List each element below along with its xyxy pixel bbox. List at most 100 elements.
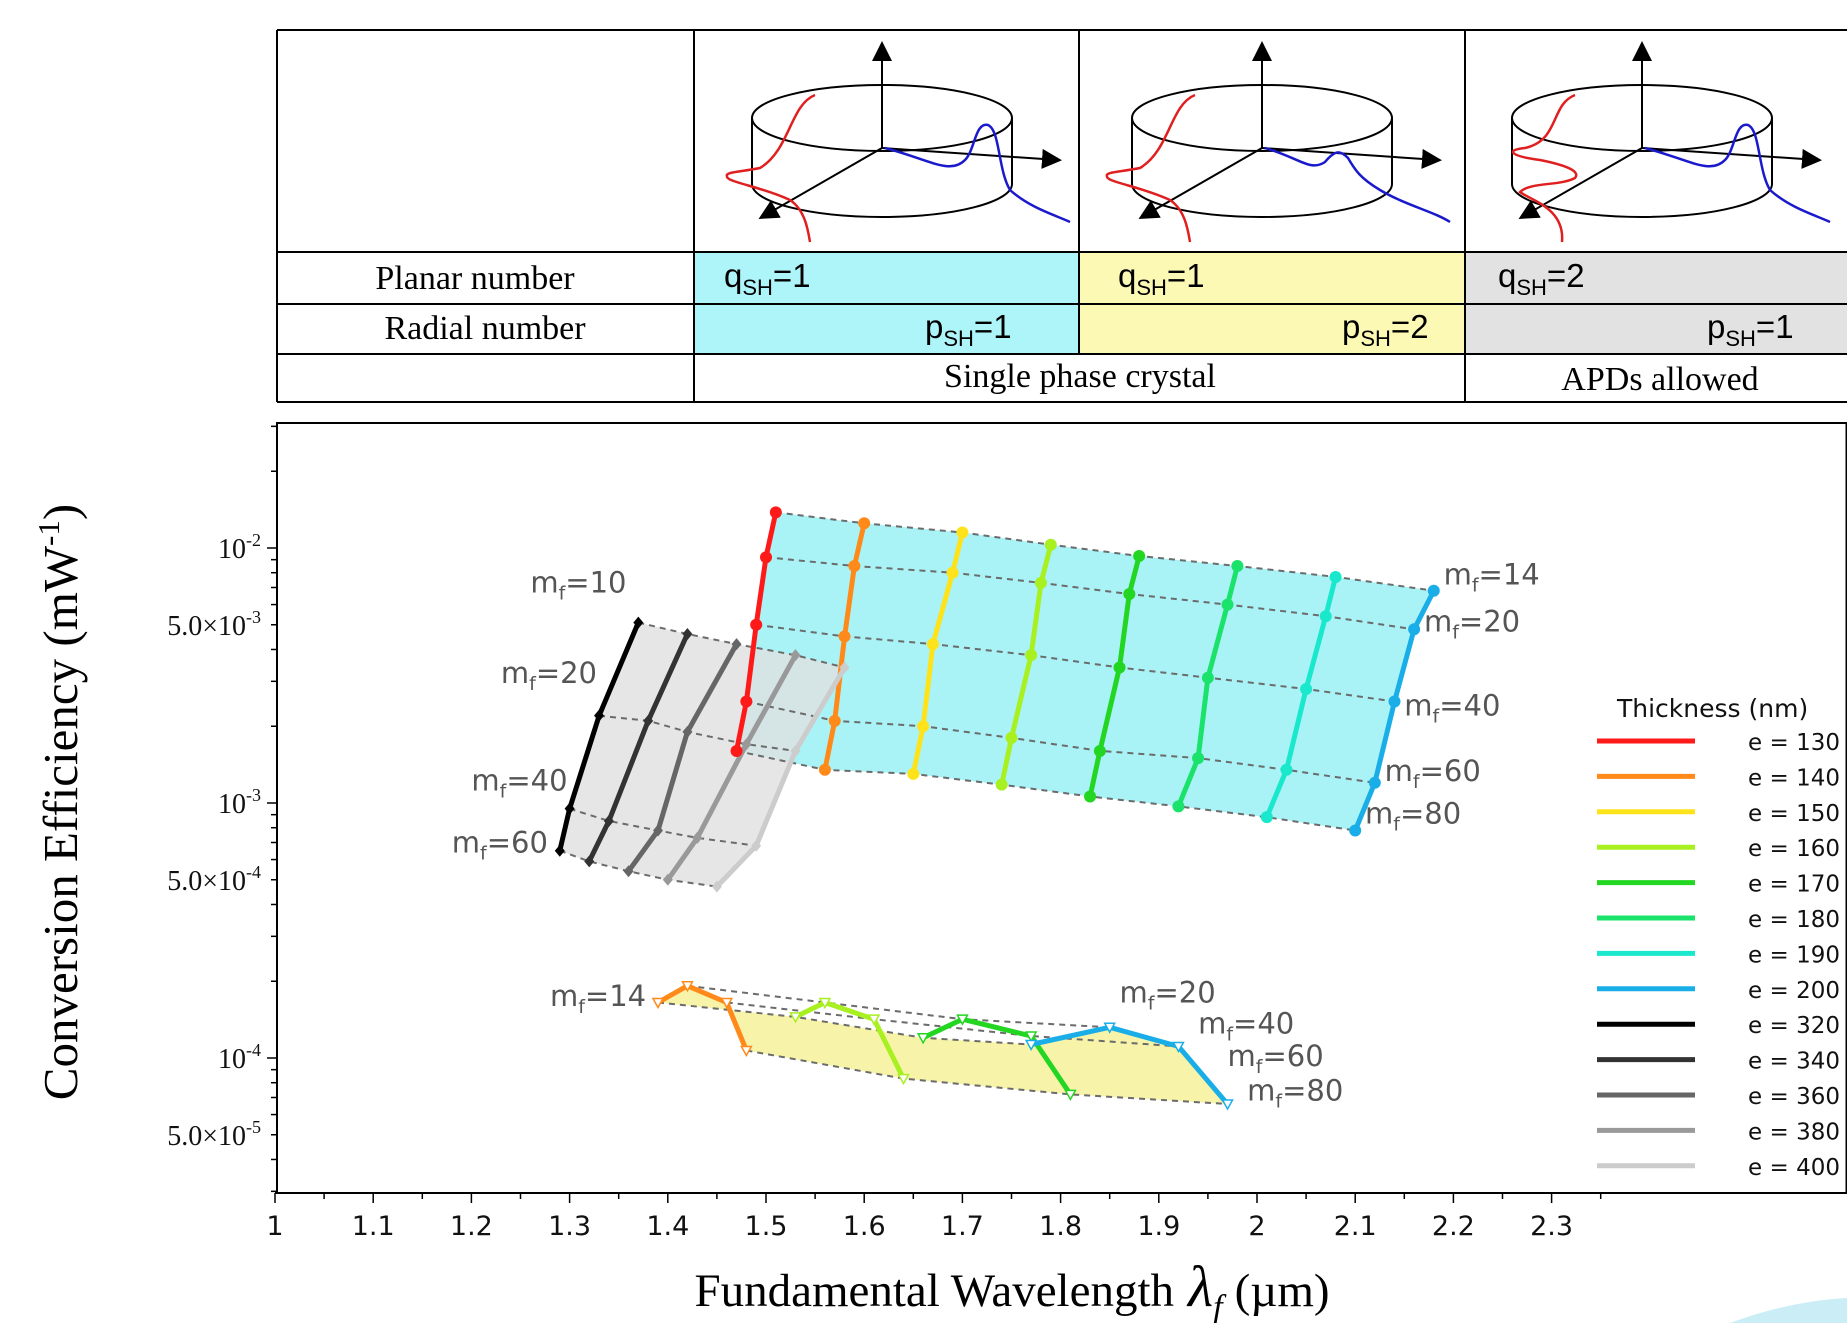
data-point-cyan-4-3 <box>1093 744 1106 757</box>
plot-markers <box>554 506 1440 1111</box>
mode-label-9: mf=14 <box>550 979 646 1018</box>
radial-value-col3: pSH=1 <box>1707 308 1794 351</box>
data-point-gray-0-1 <box>594 709 605 722</box>
data-point-cyan-4-0 <box>1133 550 1146 563</box>
data-point-cyan-6-2 <box>1300 682 1313 695</box>
data-point-cyan-1-0 <box>858 517 871 530</box>
mode-label-4: mf=14 <box>1444 557 1540 596</box>
data-point-cyan-4-2 <box>1113 661 1126 674</box>
data-point-yellow-0-1 <box>681 981 694 993</box>
x-tick-label-3: 1.3 <box>548 1211 591 1242</box>
data-point-cyan-1-2 <box>838 630 851 643</box>
dashed-row-cyan-4 <box>736 749 1356 832</box>
legend-label-1: e = 140 <box>1748 765 1840 791</box>
dashed-row-cyan-0 <box>775 511 1434 592</box>
series-line-yellow-0 <box>655 983 749 1053</box>
x-tick-label-10: 2 <box>1248 1211 1265 1242</box>
legend-label-10: e = 360 <box>1748 1084 1840 1110</box>
x-tick-label-11: 2.1 <box>1334 1211 1377 1242</box>
data-point-gray-2-1 <box>682 725 693 738</box>
legend-label-11: e = 380 <box>1748 1119 1840 1145</box>
data-point-cyan-6-0 <box>1329 570 1342 583</box>
y-tick-label-2: 10-3 <box>218 785 261 820</box>
data-point-cyan-1-3 <box>828 714 841 727</box>
table-grid <box>276 29 1847 403</box>
legend-label-3: e = 160 <box>1748 836 1840 862</box>
data-point-cyan-3-4 <box>995 778 1008 791</box>
legend-label-9: e = 340 <box>1748 1049 1840 1075</box>
data-point-cyan-6-3 <box>1280 763 1293 776</box>
data-point-cyan-7-0 <box>1427 584 1440 597</box>
legend-label-5: e = 180 <box>1748 907 1840 933</box>
data-point-gray-4-3 <box>711 880 722 893</box>
dashed-row-cyan-3 <box>746 700 1375 784</box>
data-point-cyan-0-0 <box>769 506 782 519</box>
region-fill-yellow <box>658 985 1228 1104</box>
data-point-cyan-0-4 <box>730 744 743 757</box>
legend-background <box>1582 686 1844 1186</box>
data-point-yellow-1-0 <box>789 1012 802 1024</box>
data-point-cyan-5-2 <box>1201 671 1214 684</box>
data-point-gray-3-1 <box>741 738 752 751</box>
cell-fill-q-col3 <box>1465 252 1847 304</box>
dashed-row-yellow-0 <box>657 1001 1032 1046</box>
series-line-gray-3 <box>665 652 798 883</box>
data-point-gray-4-2 <box>751 839 762 852</box>
series-line-gray-1 <box>586 631 690 864</box>
x-tick-label-12: 2.2 <box>1432 1211 1475 1242</box>
data-point-cyan-7-4 <box>1349 824 1362 837</box>
legend-label-7: e = 200 <box>1748 978 1840 1004</box>
mode-label-5: mf=20 <box>1424 605 1520 644</box>
data-point-cyan-4-4 <box>1084 790 1097 803</box>
corner-decoration <box>1730 1298 1847 1323</box>
data-point-gray-0-2 <box>564 802 575 815</box>
dashed-row-yellow-1 <box>687 984 1110 1029</box>
mode-label-11: mf=40 <box>1198 1006 1294 1045</box>
data-point-cyan-3-0 <box>1044 538 1057 551</box>
data-point-yellow-2-3 <box>1064 1089 1077 1101</box>
data-point-cyan-4-1 <box>1123 588 1136 601</box>
cell-fill-q-col1 <box>694 252 1079 304</box>
plot-fills <box>559 512 1434 1104</box>
x-tick-label-6: 1.6 <box>843 1211 886 1242</box>
plot-annotations: mf=10mf=20mf=40mf=60mf=14mf=20mf=40mf=60… <box>452 557 1540 1112</box>
data-point-yellow-2-0 <box>916 1033 930 1045</box>
data-point-cyan-2-1 <box>946 566 959 579</box>
legend-label-6: e = 190 <box>1748 942 1840 968</box>
data-point-cyan-7-1 <box>1408 623 1421 636</box>
data-point-cyan-3-1 <box>1034 576 1047 589</box>
legend-label-4: e = 170 <box>1748 872 1840 898</box>
mode-label-7: mf=60 <box>1385 754 1481 793</box>
series-line-gray-2 <box>626 641 739 874</box>
data-point-cyan-2-3 <box>917 720 930 733</box>
data-point-cyan-0-2 <box>750 618 763 631</box>
y-tick-label-0: 10-2 <box>218 530 261 565</box>
data-point-gray-1-0 <box>682 627 693 640</box>
cell-fill-p-col3 <box>1465 304 1847 354</box>
series-line-yellow-1 <box>793 1000 906 1082</box>
dashed-row-cyan-1 <box>765 556 1415 631</box>
data-point-gray-3-2 <box>692 831 703 844</box>
data-point-cyan-0-1 <box>760 551 772 564</box>
x-axis-label: Fundamental Wavelength λf (µm) <box>694 1254 1329 1323</box>
legend-title: Thickness (nm) <box>1616 694 1808 723</box>
dashed-row-cyan-2 <box>756 623 1395 703</box>
data-point-gray-1-3 <box>584 855 595 868</box>
data-point-cyan-6-1 <box>1319 610 1332 623</box>
cell-fill-p-col1 <box>694 304 1079 354</box>
apds-allowed-label: APDs allowed <box>1561 361 1758 398</box>
series-line-yellow-3 <box>1028 1024 1230 1107</box>
data-point-gray-1-1 <box>643 714 654 727</box>
data-point-yellow-0-2 <box>720 997 733 1010</box>
disk-diagram-col1 <box>725 41 1071 243</box>
x-axis: 1 1.1 1.2 1.3 1.4 1.5 1.6 1.7 1.8 1.9 2 2.1 2.2 2.3 <box>266 1192 1602 1242</box>
mode-label-1: mf=20 <box>501 656 597 695</box>
x-tick-label-1: 1.1 <box>352 1211 395 1242</box>
data-point-gray-2-2 <box>652 824 663 837</box>
planar-value-col1: qSH=1 <box>724 257 811 300</box>
x-tick-label-2: 1.2 <box>450 1211 493 1242</box>
data-point-yellow-1-3 <box>897 1073 910 1086</box>
data-point-gray-2-3 <box>623 865 634 878</box>
